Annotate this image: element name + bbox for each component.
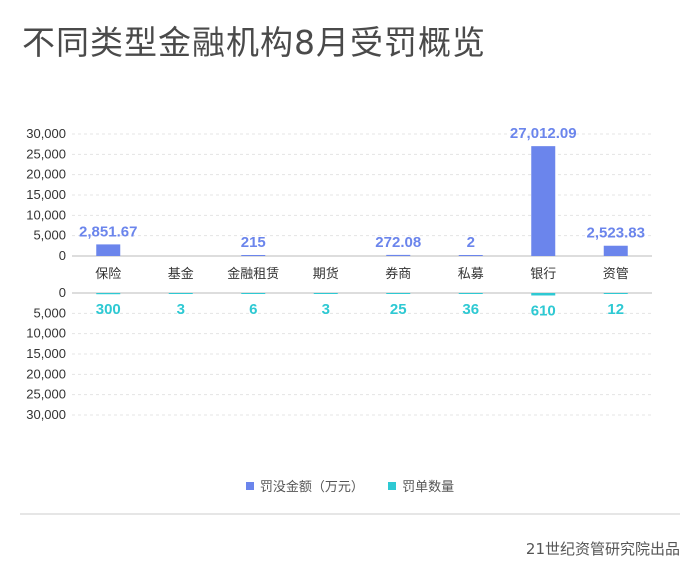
amount-data-label: 2	[467, 234, 475, 251]
lower-y-tick-label: 15,000	[26, 346, 66, 361]
amount-data-label: 215	[241, 234, 266, 251]
amount-data-label: 2,523.83	[587, 225, 645, 242]
count-bar	[313, 293, 338, 294]
upper-y-tick-label: 10,000	[26, 207, 66, 222]
upper-y-tick-label: 5,000	[33, 228, 66, 243]
x-category-label: 期货	[313, 266, 339, 282]
x-category-label: 保险	[95, 267, 121, 282]
x-category-label: 券商	[385, 266, 411, 282]
count-bar	[96, 293, 121, 295]
amount-data-label: 272.08	[375, 234, 421, 251]
count-bar	[386, 293, 411, 294]
amount-bar	[241, 255, 266, 256]
x-category-label: 银行	[530, 267, 556, 282]
count-data-label: 3	[322, 301, 330, 318]
count-data-label: 25	[390, 301, 407, 318]
amount-bar	[386, 254, 411, 256]
upper-y-tick-label: 25,000	[26, 146, 66, 161]
legend-item-count[interactable]: 罚单数量	[388, 476, 454, 495]
count-bar	[458, 293, 483, 294]
x-category-label: 资管	[603, 267, 629, 282]
amount-bar	[458, 255, 483, 256]
count-data-label: 12	[607, 301, 624, 318]
lower-y-tick-label: 25,000	[26, 387, 66, 402]
chart-svg: 0 5,000 10,000 15,000 20,000 25,000 30,000 0 5,0…	[26, 125, 652, 422]
count-data-label: 610	[531, 302, 556, 319]
upper-y-tick-label: 15,000	[26, 187, 66, 202]
chart-title: 不同类型金融机构8月受罚概览	[22, 23, 486, 62]
amount-bar	[603, 245, 628, 256]
lower-y-tick-label: 20,000	[26, 366, 66, 381]
legend-label-count: 罚单数量	[402, 480, 455, 495]
lower-y-tick-label: 10,000	[26, 326, 66, 341]
count-data-label: 3	[177, 301, 185, 318]
lower-y-tick-label: 30,000	[26, 407, 66, 422]
legend-item-amount[interactable]: 罚没金额（万元）	[245, 476, 364, 495]
upper-y-tick-label: 0	[59, 248, 66, 263]
lower-y-tick-label: 5,000	[33, 305, 66, 320]
amount-bar	[531, 146, 556, 256]
amount-data-label: 27,012.09	[510, 125, 577, 142]
amount-data-label: 2,851.67	[79, 223, 137, 240]
source-credit: 21世纪资管研究院出品	[525, 540, 680, 558]
count-bar	[168, 293, 193, 294]
lower-y-tick-label: 0	[59, 285, 66, 300]
legend-swatch-amount	[245, 481, 254, 490]
footer-divider	[20, 513, 680, 515]
legend: 罚没金额（万元） 罚单数量	[0, 476, 700, 495]
x-category-label: 金融租赁	[227, 266, 279, 282]
x-category-label: 私募	[458, 267, 484, 282]
count-bar	[531, 293, 556, 296]
legend-label-amount: 罚没金额（万元）	[259, 480, 364, 495]
count-data-label: 36	[462, 301, 479, 318]
upper-y-tick-label: 20,000	[26, 167, 66, 182]
count-data-label: 300	[96, 301, 121, 318]
count-bar	[241, 293, 266, 294]
amount-bar	[96, 244, 121, 256]
legend-swatch-count	[388, 481, 397, 490]
count-bar	[603, 293, 628, 294]
count-data-label: 6	[249, 301, 257, 318]
upper-y-tick-label: 30,000	[26, 126, 66, 141]
x-category-label: 基金	[168, 266, 194, 282]
